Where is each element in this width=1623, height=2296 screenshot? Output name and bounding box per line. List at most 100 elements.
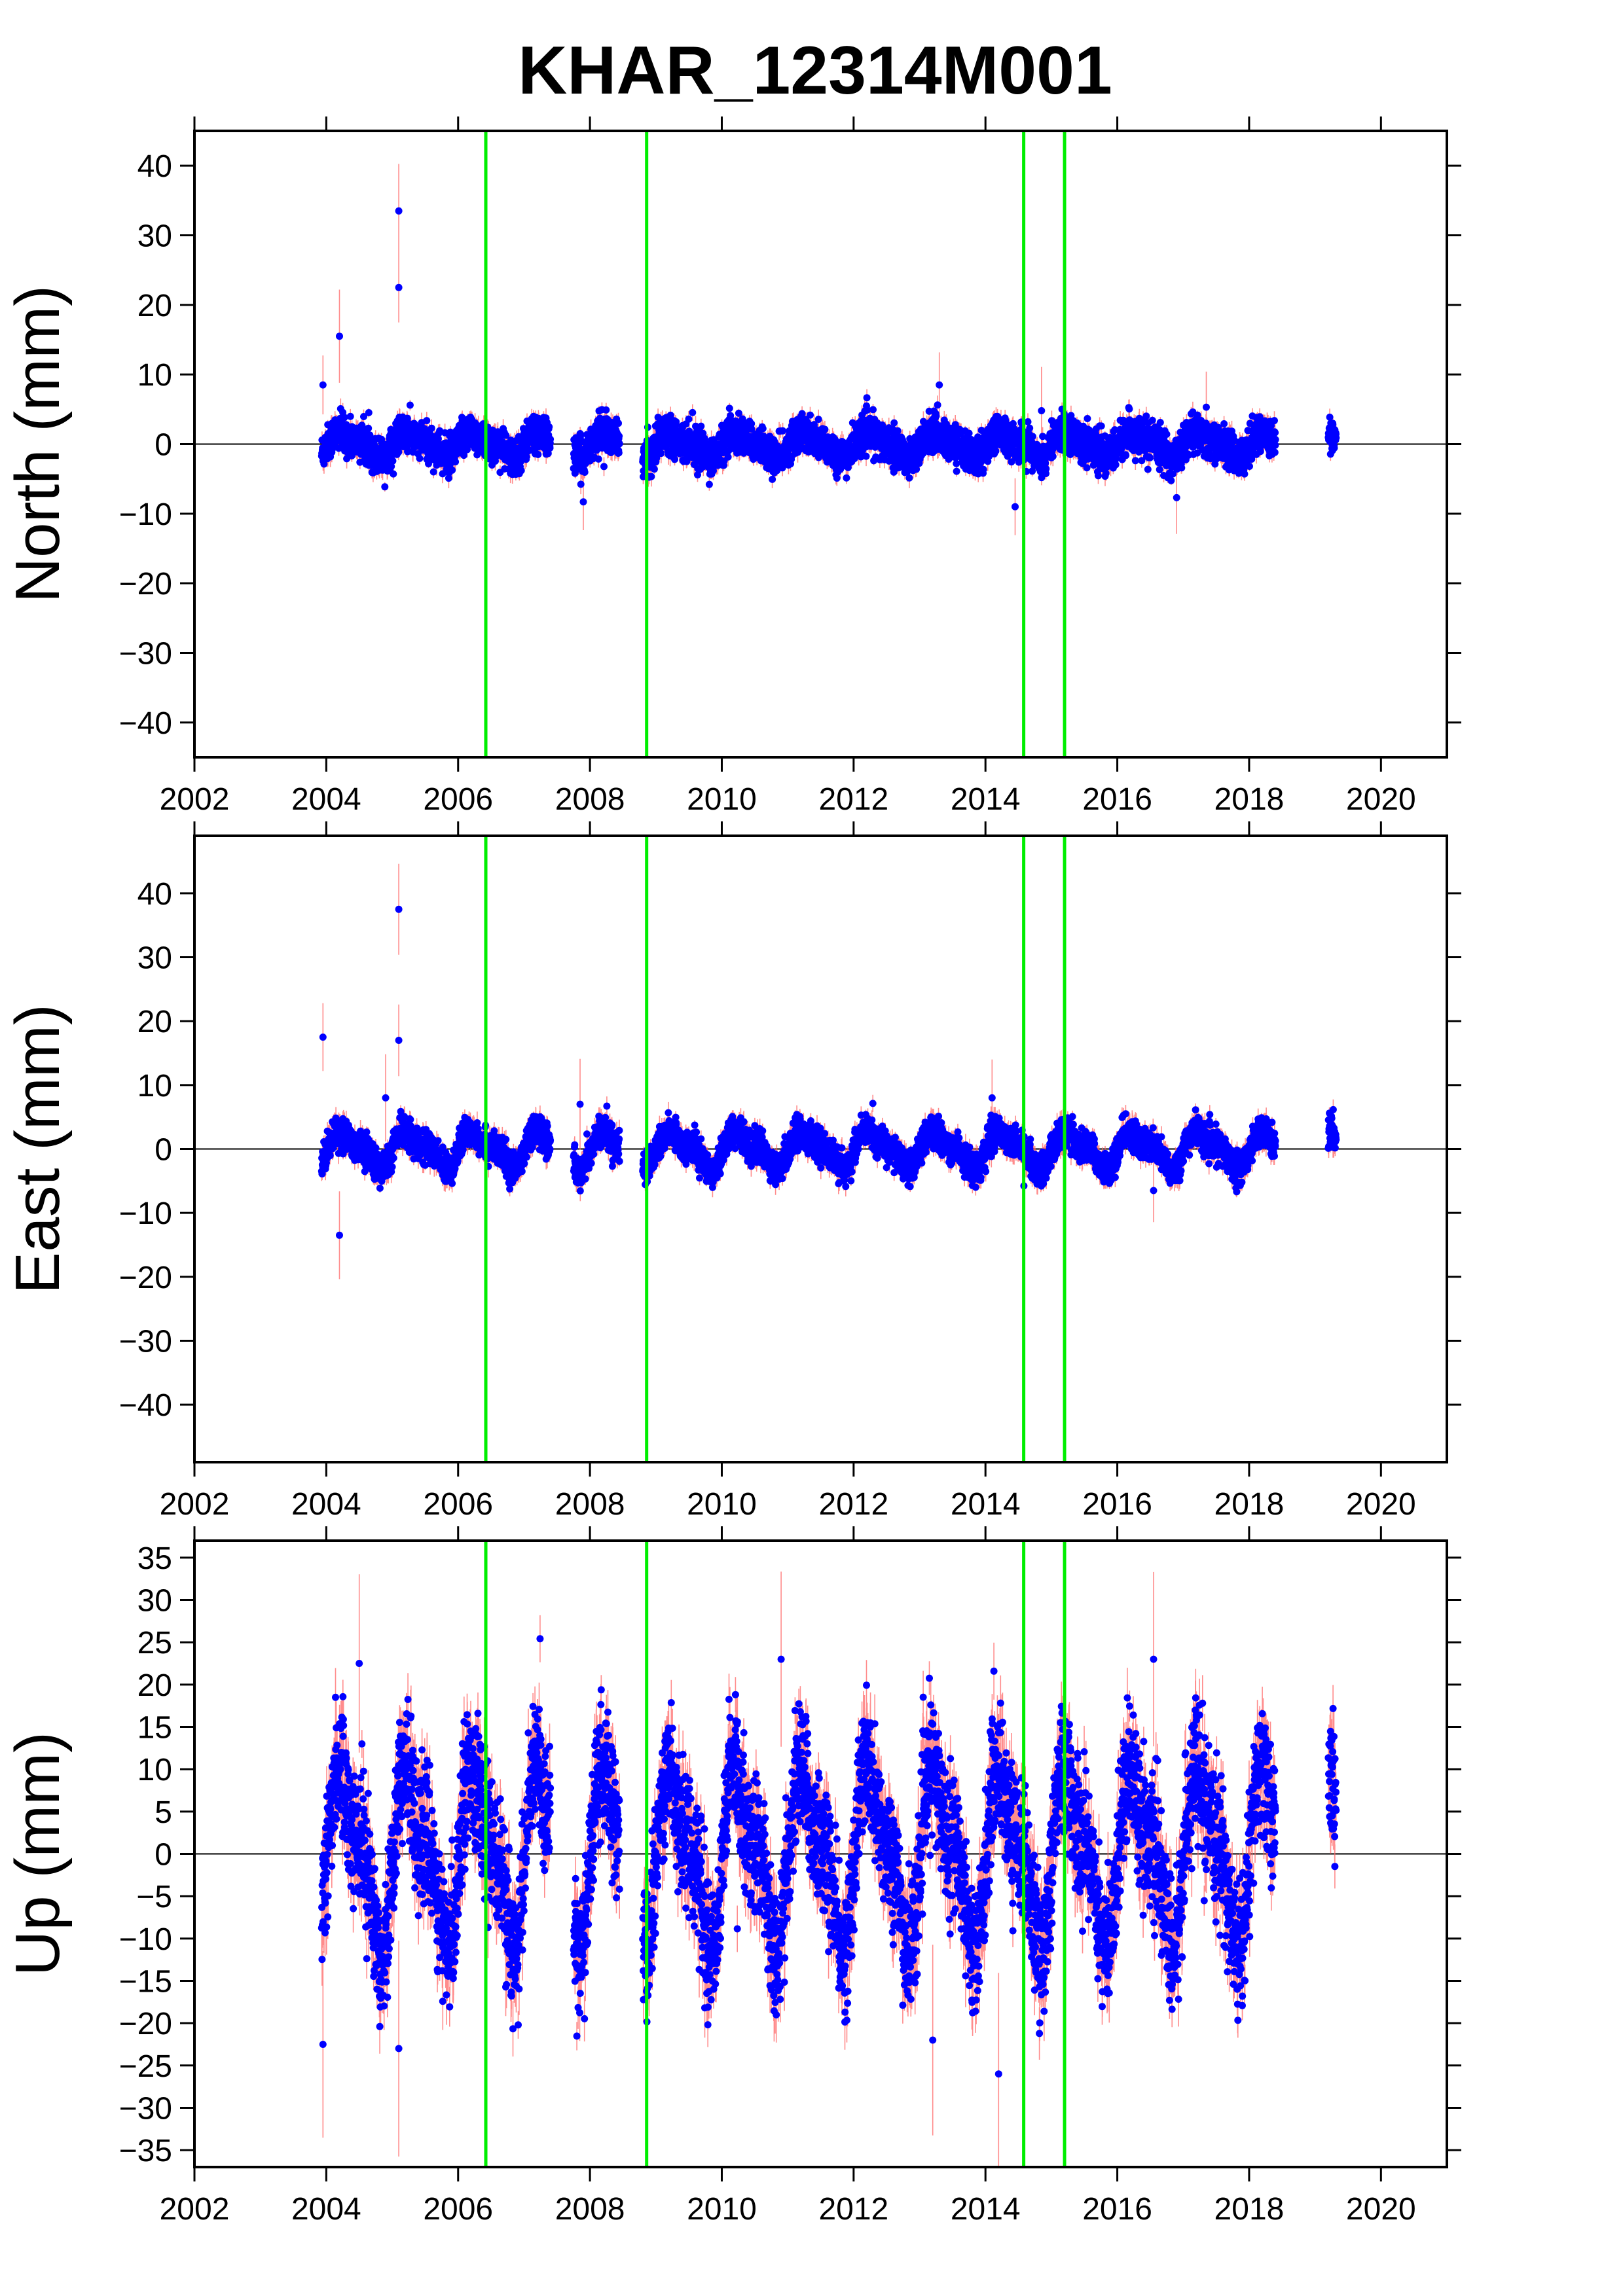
north-data-point (1169, 470, 1177, 478)
north-data-point (905, 474, 913, 482)
north-data-point (395, 448, 403, 456)
north-data-point (748, 425, 756, 433)
north-data-point (1042, 465, 1050, 473)
north-data-point (705, 480, 713, 488)
north-data-point (388, 463, 395, 471)
north-data-point (953, 467, 960, 475)
north-data-point (434, 435, 442, 442)
north-data-point (1029, 467, 1036, 475)
north-data-point (1083, 464, 1091, 472)
north-data-point (381, 483, 389, 491)
north-data-point (953, 459, 960, 467)
north-data-point (1148, 416, 1156, 424)
north-data-point (869, 406, 877, 414)
north-data-point (647, 473, 655, 480)
north-data-point (1163, 431, 1171, 438)
north-data-point (448, 466, 456, 474)
north-data-point (839, 439, 847, 446)
north-data-point (724, 453, 732, 461)
north-data-point (1039, 433, 1047, 440)
north-data-point (913, 465, 921, 473)
north-data-point (672, 418, 680, 425)
north-data-point (906, 435, 914, 442)
north-data-point (748, 420, 756, 427)
north-data-point (773, 467, 781, 475)
north-data-point (844, 463, 852, 471)
north-data-point (340, 414, 348, 422)
north-data-point (445, 475, 452, 482)
north-data-point (779, 427, 787, 435)
north-data-point (615, 440, 623, 448)
north-data-point (1112, 461, 1120, 469)
north-data-point (602, 406, 610, 414)
north-data-point (615, 420, 622, 427)
north-data-point (1131, 457, 1139, 465)
north-data-point (365, 409, 373, 416)
north-data-point (346, 412, 354, 420)
north-data-point (701, 435, 708, 442)
north-data-point (464, 446, 471, 454)
north-data-point (425, 460, 432, 468)
north-data-point (890, 419, 898, 427)
north-data-point (864, 406, 871, 414)
north-data-point (857, 453, 865, 461)
chart-title: KHAR_12314M001 (518, 33, 1112, 109)
north-data-point (1139, 419, 1147, 427)
north-data-point (1156, 425, 1163, 433)
north-data-point (814, 416, 822, 423)
north-data-point (460, 452, 467, 459)
north-data-point (697, 422, 705, 430)
north-data-point (581, 469, 589, 476)
north-data-point (979, 465, 987, 473)
north-data-point (406, 401, 414, 409)
north-data-point (863, 394, 871, 402)
north-data-point (502, 431, 510, 439)
north-data-point (769, 475, 776, 483)
north-data-point (615, 432, 623, 440)
north-data-point (320, 460, 328, 468)
north-data-point (1085, 426, 1093, 434)
north-data-point (452, 458, 460, 466)
north-data-point (534, 450, 542, 458)
north-data-point (1122, 452, 1130, 459)
north-data-point (1241, 470, 1249, 478)
north-data-point (1194, 449, 1201, 457)
north-data-point (1026, 424, 1034, 432)
north-data-point (894, 427, 902, 435)
north-points (318, 207, 1340, 511)
north-data-point (1042, 459, 1049, 467)
north-data-point (965, 429, 973, 437)
north-data-point (416, 454, 424, 462)
north-data-layer (194, 164, 1447, 535)
north-data-point (423, 417, 431, 425)
north-data-point (821, 425, 829, 433)
north-data-point (517, 467, 525, 475)
north-data-point (365, 424, 373, 432)
north-data-point (683, 457, 691, 465)
north-data-point (389, 457, 397, 465)
north-data-point (1111, 426, 1119, 434)
north-data-point (694, 471, 701, 478)
north-data-point (1144, 465, 1152, 473)
north-data-point (735, 409, 742, 417)
north-data-point (600, 463, 608, 471)
north-data-point (1156, 419, 1164, 426)
north-data-point (1156, 466, 1163, 473)
north-data-point (833, 475, 841, 482)
north-data-point (1125, 405, 1133, 413)
north-data-point (360, 413, 367, 420)
north-data-point (1095, 472, 1102, 480)
north-data-point (1167, 476, 1175, 484)
north-data-point (1178, 464, 1186, 472)
north-data-point (1049, 452, 1057, 460)
north-data-point (759, 425, 767, 433)
north-data-point (992, 447, 1000, 455)
north-panel: 2002 2004 2006 2008 2010 2012 2014 2016 2018 2020… (3, 117, 1461, 817)
north-data-point (1246, 463, 1253, 470)
north-data-point (1102, 469, 1110, 477)
north-data-point (577, 480, 585, 488)
north-data-point (428, 424, 435, 432)
north-data-point (429, 468, 437, 476)
north-data-point (653, 454, 661, 462)
